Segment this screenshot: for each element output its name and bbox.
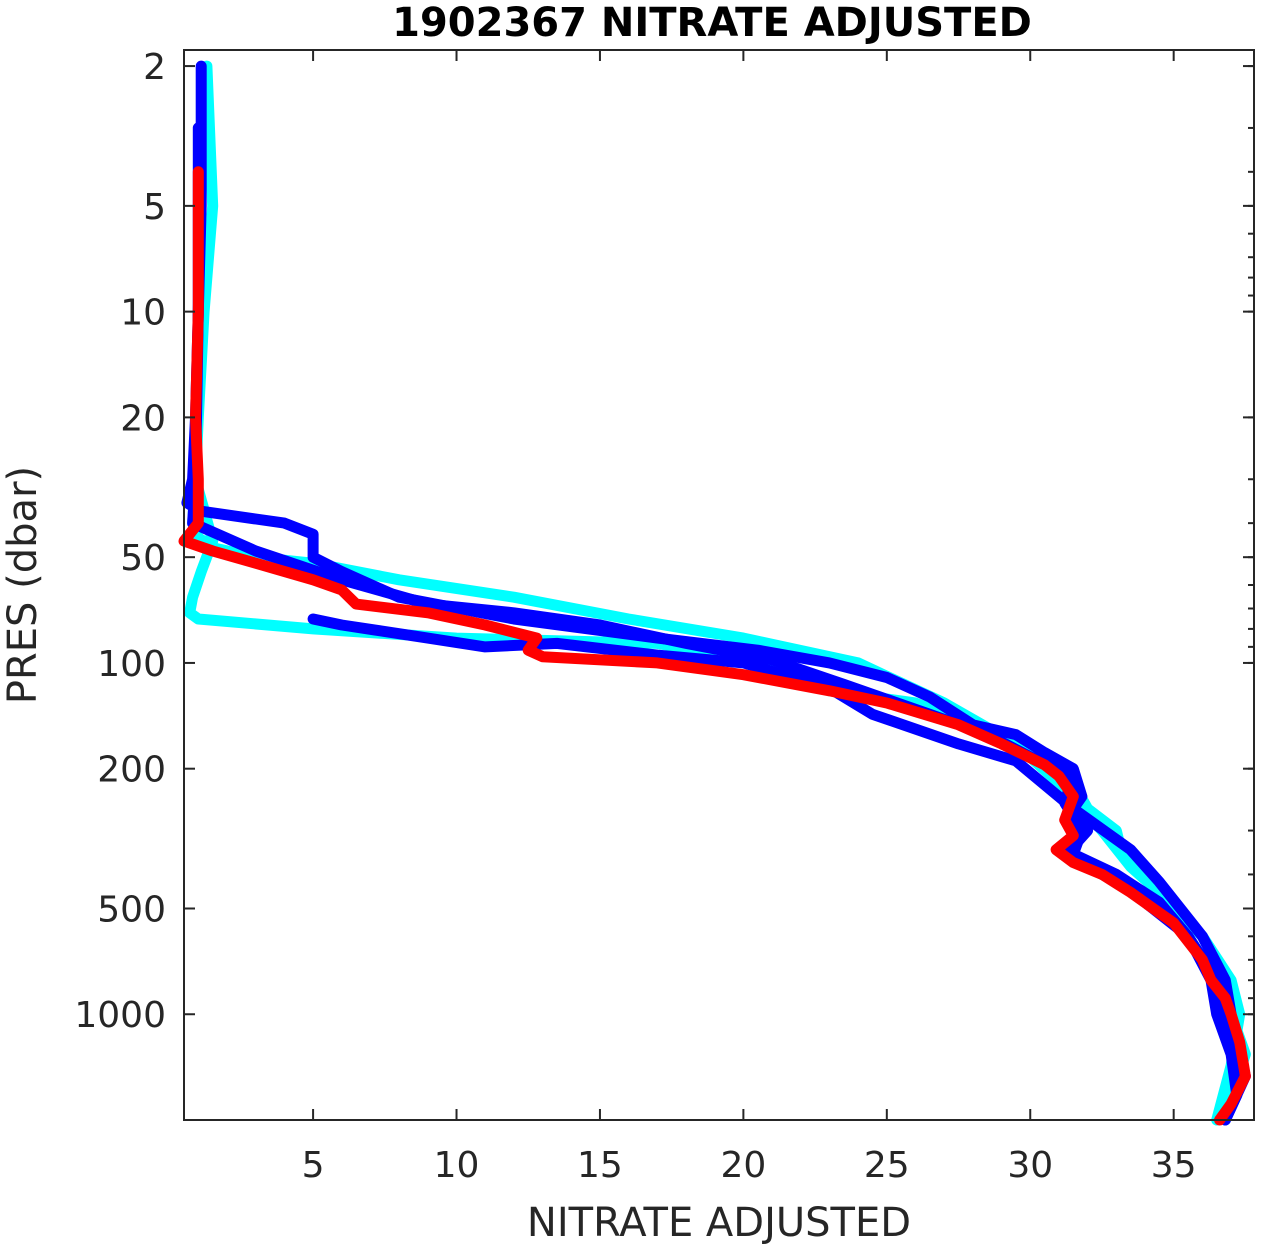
x-tick-label: 25 xyxy=(864,1145,910,1186)
y-tick-label: 20 xyxy=(120,398,166,439)
series-line-5 xyxy=(307,613,1237,1020)
series-line-6 xyxy=(178,166,1251,1126)
y-axis-label: PRES (dbar) xyxy=(0,466,46,704)
x-tick-label: 20 xyxy=(720,1145,766,1186)
y-tick-label: 500 xyxy=(97,889,166,930)
x-tick-label: 5 xyxy=(302,1145,325,1186)
y-tick-label: 50 xyxy=(120,538,166,579)
chart-title: 1902367 NITRATE ADJUSTED xyxy=(392,0,1032,46)
x-tick-label: 30 xyxy=(1007,1145,1053,1186)
y-tick-label: 1000 xyxy=(74,995,166,1036)
y-tick-label: 10 xyxy=(120,293,166,334)
series-layer xyxy=(178,60,1251,1126)
y-tick-label: 200 xyxy=(97,750,166,791)
x-tick-label: 15 xyxy=(577,1145,623,1186)
y-tick-label: 5 xyxy=(143,187,166,228)
x-tick-label: 10 xyxy=(434,1145,480,1186)
y-tick-label: 100 xyxy=(97,644,166,685)
x-tick-label: 35 xyxy=(1151,1145,1197,1186)
y-tick-label: 2 xyxy=(143,47,166,88)
x-axis-label: NITRATE ADJUSTED xyxy=(527,1200,911,1246)
